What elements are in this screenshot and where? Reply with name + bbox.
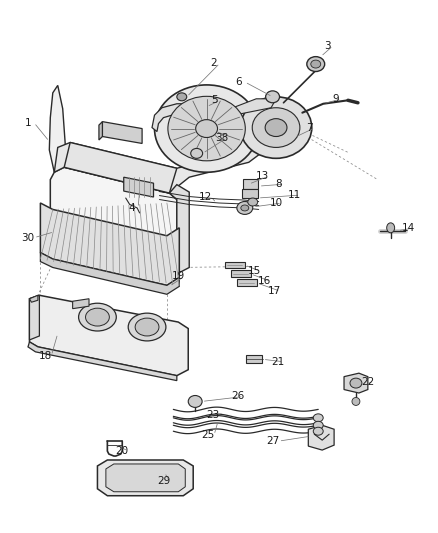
Polygon shape xyxy=(29,295,188,376)
Ellipse shape xyxy=(311,60,321,68)
Text: 22: 22 xyxy=(361,377,374,386)
Polygon shape xyxy=(99,122,102,140)
Text: 30: 30 xyxy=(21,233,35,243)
Ellipse shape xyxy=(155,85,259,172)
Ellipse shape xyxy=(168,96,245,161)
Ellipse shape xyxy=(350,378,362,388)
Text: 13: 13 xyxy=(256,171,269,181)
Text: 7: 7 xyxy=(306,123,313,133)
Polygon shape xyxy=(102,122,142,143)
Ellipse shape xyxy=(188,395,202,407)
Polygon shape xyxy=(106,464,185,492)
Ellipse shape xyxy=(191,148,203,158)
Ellipse shape xyxy=(265,91,279,103)
Polygon shape xyxy=(97,460,193,496)
Text: 21: 21 xyxy=(271,357,284,367)
Polygon shape xyxy=(124,177,153,197)
Polygon shape xyxy=(73,299,89,309)
Polygon shape xyxy=(50,167,177,279)
Bar xyxy=(242,189,258,198)
Text: 15: 15 xyxy=(248,266,261,277)
Polygon shape xyxy=(233,99,276,115)
Polygon shape xyxy=(54,140,268,193)
Polygon shape xyxy=(170,184,189,274)
Ellipse shape xyxy=(387,223,395,233)
Polygon shape xyxy=(28,342,177,381)
Text: 23: 23 xyxy=(206,410,220,421)
Polygon shape xyxy=(64,142,177,193)
Polygon shape xyxy=(29,295,38,302)
Ellipse shape xyxy=(307,56,325,71)
Text: 25: 25 xyxy=(201,430,215,440)
Ellipse shape xyxy=(240,97,312,158)
Text: 26: 26 xyxy=(231,392,244,401)
Ellipse shape xyxy=(177,93,187,101)
Text: 14: 14 xyxy=(402,223,415,233)
Text: 18: 18 xyxy=(39,351,52,361)
Ellipse shape xyxy=(78,303,117,331)
Polygon shape xyxy=(152,104,214,132)
Polygon shape xyxy=(40,253,179,294)
Text: 3: 3 xyxy=(324,41,331,51)
Ellipse shape xyxy=(85,308,110,326)
Text: 5: 5 xyxy=(211,95,217,106)
Ellipse shape xyxy=(241,205,249,211)
Text: 38: 38 xyxy=(215,133,228,142)
Ellipse shape xyxy=(135,318,159,336)
Bar xyxy=(243,179,258,189)
Text: 6: 6 xyxy=(236,77,242,87)
Ellipse shape xyxy=(128,313,166,341)
Text: 19: 19 xyxy=(172,271,185,281)
Ellipse shape xyxy=(313,427,323,435)
Ellipse shape xyxy=(313,414,323,422)
Bar xyxy=(246,356,262,364)
Text: 29: 29 xyxy=(157,476,170,486)
Text: 2: 2 xyxy=(211,58,217,68)
Text: 17: 17 xyxy=(268,286,281,296)
Bar xyxy=(225,262,245,269)
Ellipse shape xyxy=(313,421,323,429)
Text: 8: 8 xyxy=(275,179,282,189)
Text: 1: 1 xyxy=(25,118,31,127)
Text: 4: 4 xyxy=(129,203,135,213)
Polygon shape xyxy=(308,425,334,450)
Bar xyxy=(237,279,257,286)
Ellipse shape xyxy=(196,119,218,138)
Ellipse shape xyxy=(248,198,258,206)
Text: 9: 9 xyxy=(332,94,339,104)
Text: 27: 27 xyxy=(266,436,279,446)
Bar xyxy=(231,270,251,277)
Polygon shape xyxy=(49,85,65,172)
Text: 11: 11 xyxy=(288,190,301,200)
Polygon shape xyxy=(29,295,39,340)
Text: 20: 20 xyxy=(116,446,129,456)
Ellipse shape xyxy=(252,108,300,148)
Ellipse shape xyxy=(237,201,253,214)
Text: 16: 16 xyxy=(258,277,271,286)
Ellipse shape xyxy=(265,119,287,136)
Text: 12: 12 xyxy=(198,192,212,202)
Polygon shape xyxy=(344,373,368,393)
Polygon shape xyxy=(40,203,179,285)
Text: 10: 10 xyxy=(269,198,283,208)
Ellipse shape xyxy=(352,398,360,406)
